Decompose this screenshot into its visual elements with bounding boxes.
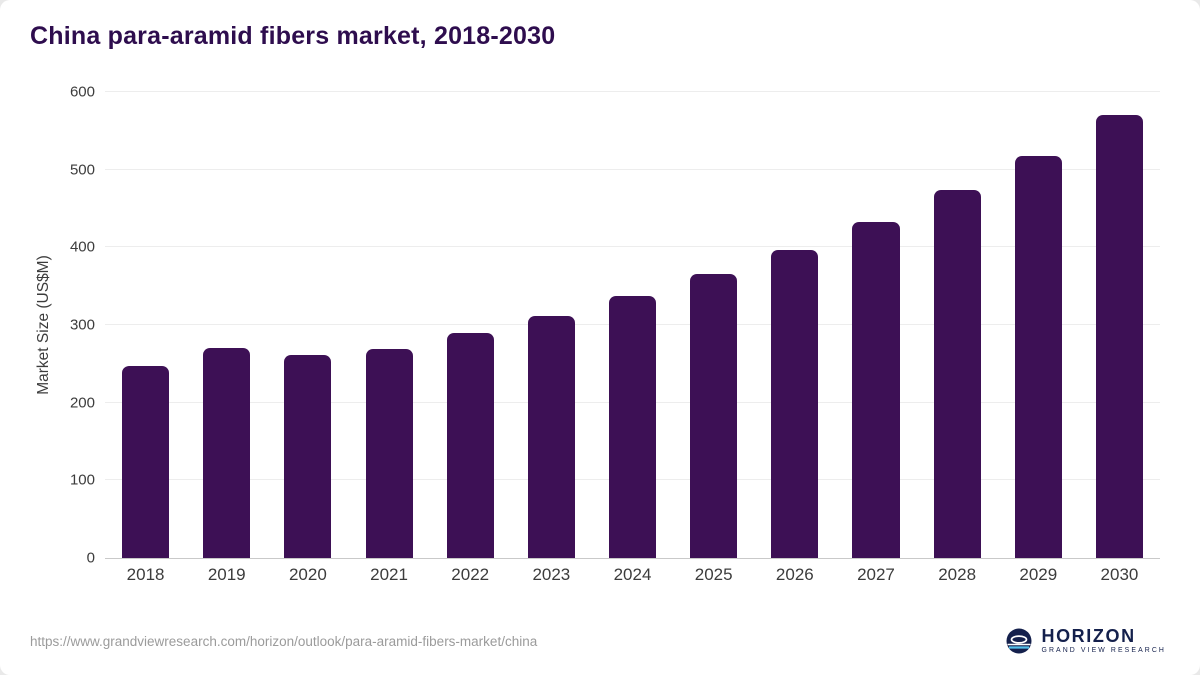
- bar-2023: [527, 315, 575, 558]
- bar-slot: [511, 92, 592, 558]
- logo-text: HORIZON GRAND VIEW RESEARCH: [1041, 627, 1166, 655]
- x-tick-label: 2029: [1019, 565, 1058, 584]
- bar-2025: [690, 273, 738, 558]
- bar-2024: [608, 296, 657, 558]
- x-tick-label: 2019: [207, 565, 246, 584]
- y-tick-label: 0: [86, 549, 95, 567]
- y-tick-label: 300: [69, 316, 95, 334]
- x-tick-label: 2021: [370, 565, 408, 584]
- gridline: [105, 168, 1160, 170]
- x-tick-label: 2022: [451, 565, 490, 584]
- bar-2022: [446, 332, 494, 558]
- x-tick-label: 2030: [1100, 565, 1139, 584]
- logo-subtitle: GRAND VIEW RESEARCH: [1041, 647, 1166, 655]
- x-tick-label: 2018: [126, 565, 165, 584]
- horizon-logo: HORIZON GRAND VIEW RESEARCH: [1006, 627, 1166, 655]
- bar-2026: [771, 249, 819, 558]
- bar-slot: [592, 92, 673, 558]
- bar-2021: [365, 349, 413, 558]
- bar-2018: [122, 366, 170, 558]
- bar-slot: [917, 92, 998, 558]
- bar-series: [105, 92, 1160, 558]
- x-tick-label: 2027: [857, 565, 895, 584]
- bar-slot: [186, 92, 267, 558]
- bar-slot: [998, 92, 1079, 558]
- bar-2030: [1095, 114, 1143, 558]
- bar-2028: [933, 189, 981, 558]
- bar-2029: [1014, 155, 1062, 558]
- logo-name: HORIZON: [1041, 626, 1136, 647]
- y-axis-label: Market Size (US$M): [35, 255, 52, 395]
- y-tick-label: 200: [69, 394, 95, 412]
- y-tick-label: 500: [69, 161, 95, 179]
- horizon-globe-icon: [1006, 628, 1032, 654]
- x-tick-label: 2025: [694, 565, 733, 584]
- bar-slot: [105, 92, 186, 558]
- x-tick-label: 2020: [288, 565, 327, 584]
- bar-slot: [267, 92, 348, 558]
- bar-slot: [673, 92, 754, 558]
- gridline: [105, 246, 1160, 248]
- gridline: [105, 91, 1160, 92]
- y-tick-label: 400: [69, 238, 95, 256]
- x-tick-label: 2028: [938, 565, 977, 584]
- y-axis-ticks: 0 100 200 300 400 500 600: [53, 84, 95, 567]
- source-url: https://www.grandviewresearch.com/horizo…: [30, 634, 538, 649]
- plot-area: 0 100 200 300 400 500 600: [70, 84, 1160, 567]
- bar-slot: [348, 92, 429, 558]
- x-tick-label: 2026: [775, 565, 814, 584]
- bar-2019: [203, 348, 251, 558]
- bar-slot: [835, 92, 916, 558]
- bar-2027: [852, 221, 900, 558]
- bar-slot: [430, 92, 511, 558]
- x-tick-label: 2024: [613, 565, 652, 584]
- x-axis-labels: 2018 2019 2020 2021 2022 2023 2024 2025 2026 2027…: [105, 565, 1160, 585]
- chart-title: China para-aramid fibers market, 2018-20…: [30, 22, 556, 50]
- bar-slot: [1079, 92, 1160, 558]
- bar-2020: [284, 354, 332, 558]
- y-tick-label: 600: [69, 83, 95, 101]
- x-tick-label: 2023: [532, 565, 571, 584]
- bar-slot: [754, 92, 835, 558]
- y-tick-label: 100: [69, 471, 95, 489]
